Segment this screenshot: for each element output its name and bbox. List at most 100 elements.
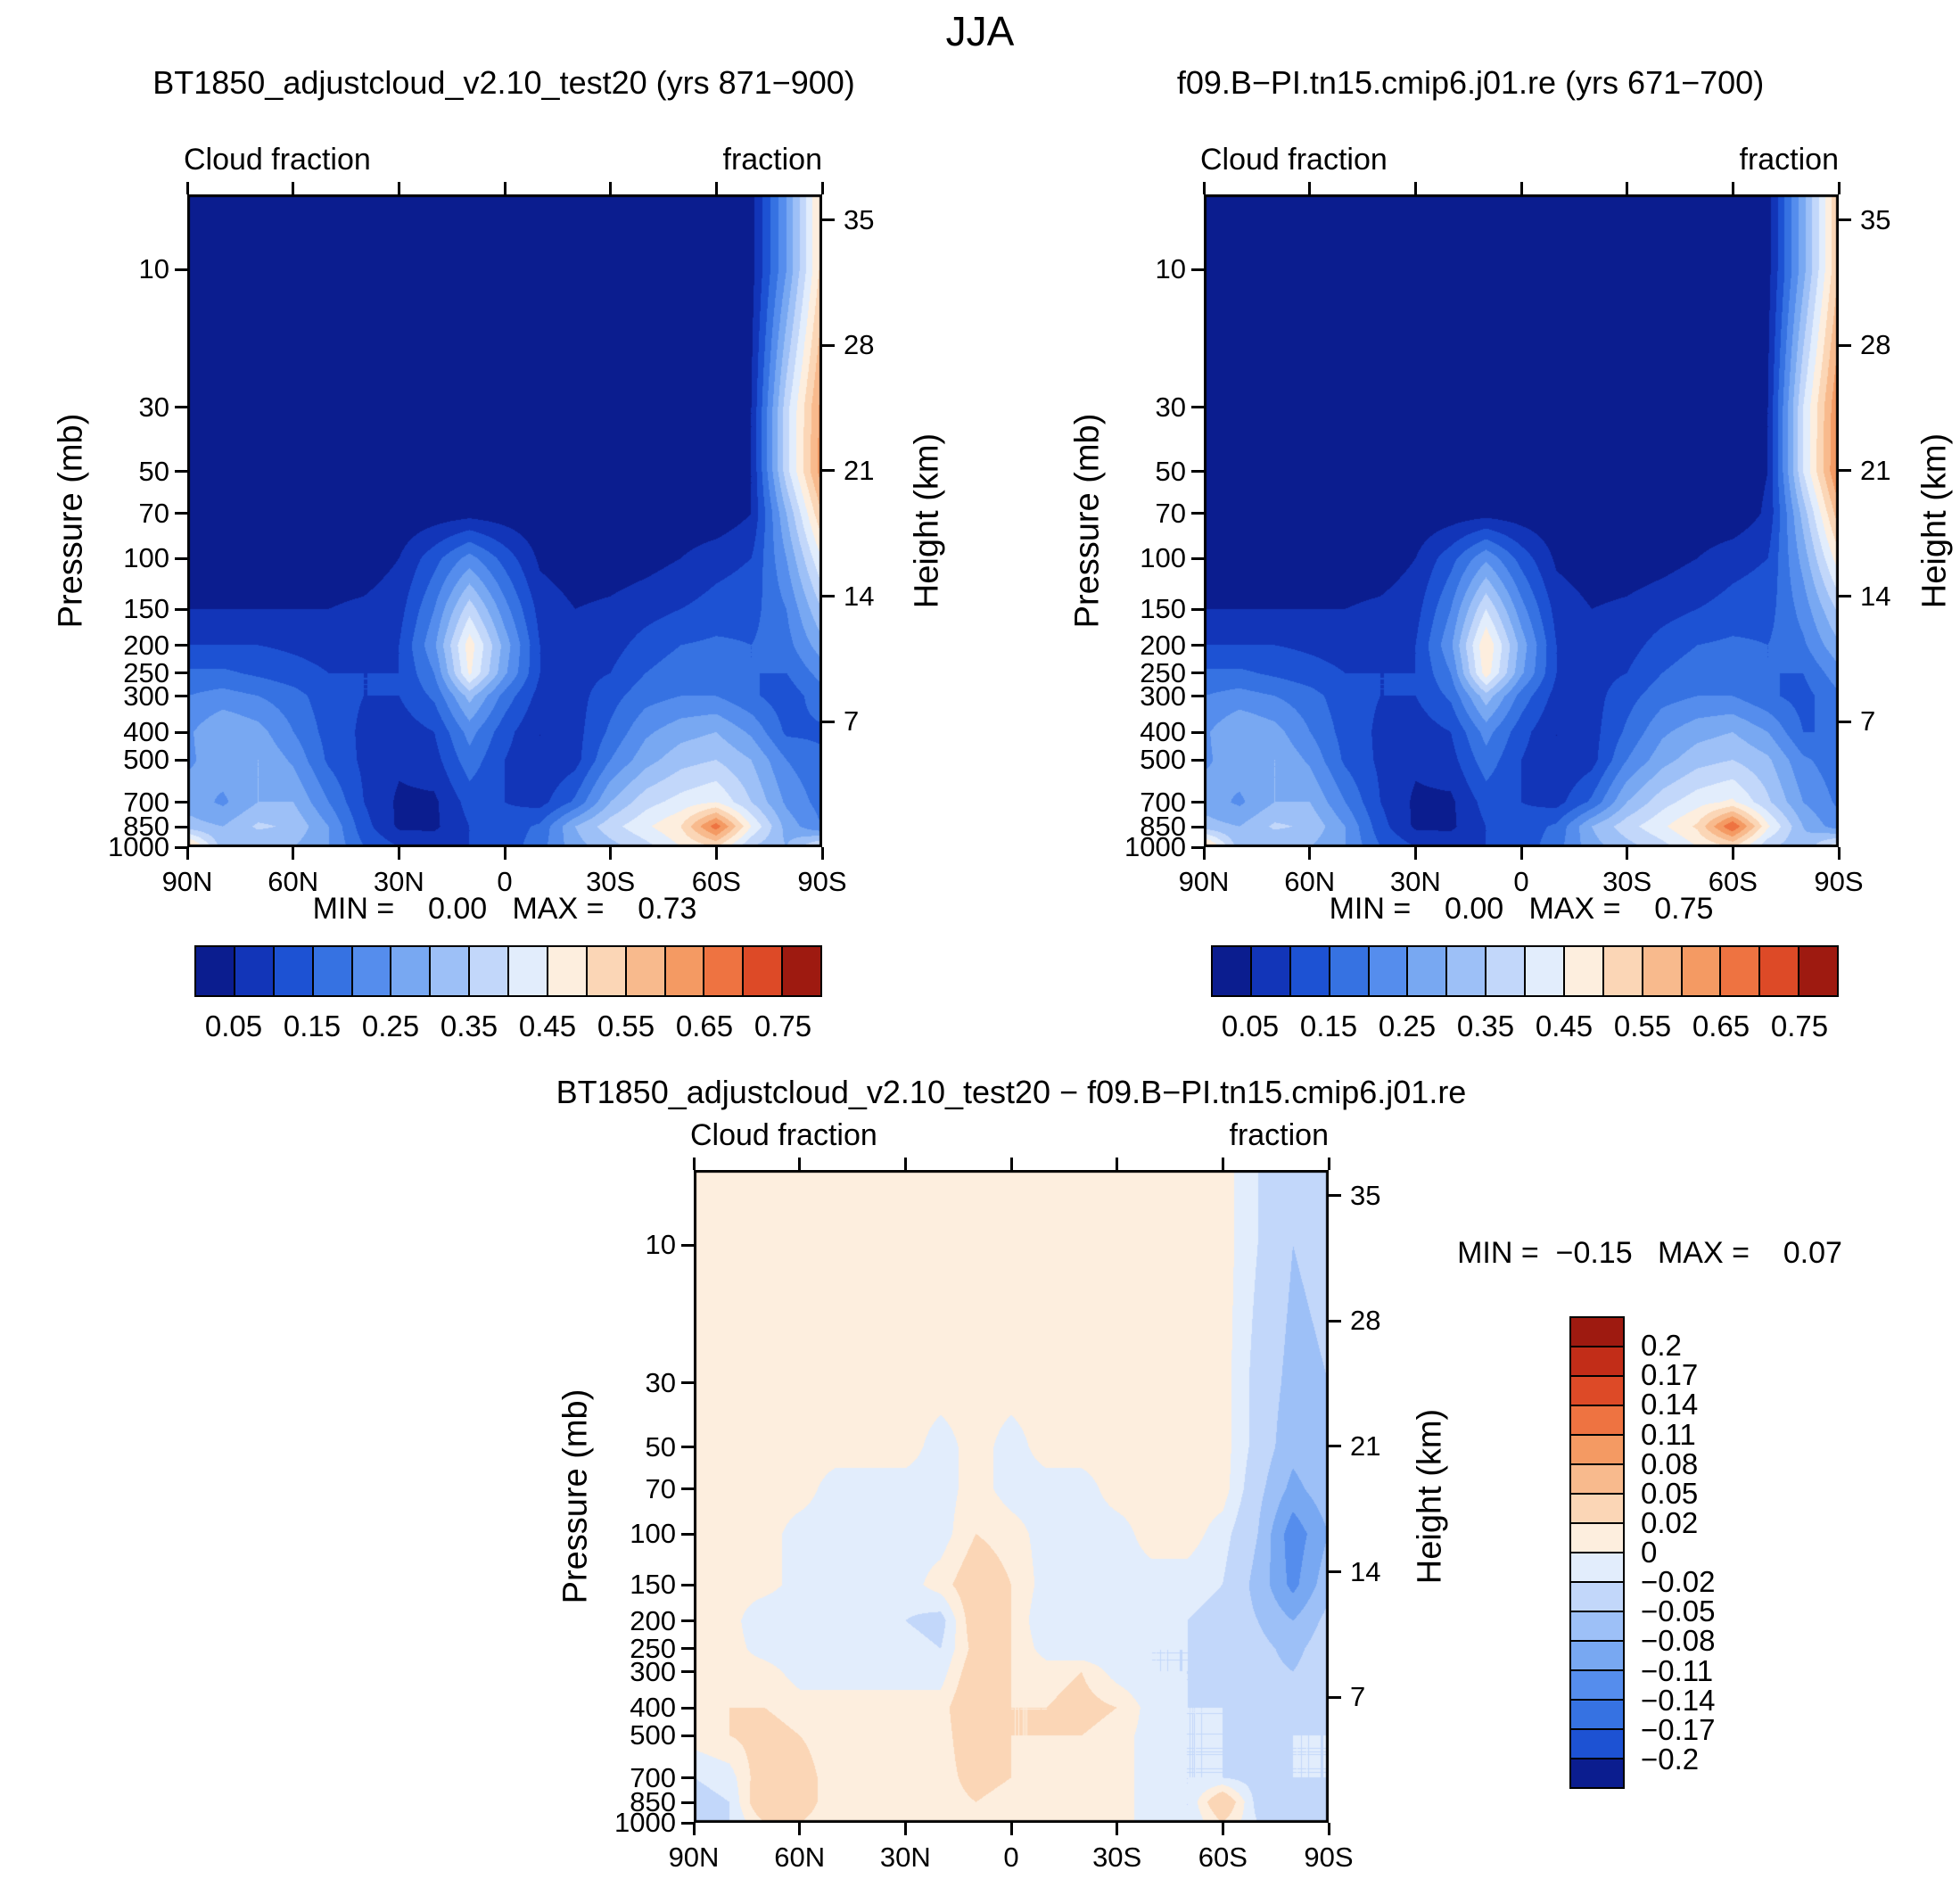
colorbar-cell (470, 947, 509, 995)
pressure-tick (175, 730, 187, 734)
lat-tick (1221, 1823, 1224, 1835)
pressure-tick (175, 268, 187, 271)
height-tick-label: 28 (1860, 329, 1891, 361)
colorbar-cell (391, 947, 432, 995)
colorbar-tick-label: 0.08 (1641, 1446, 1699, 1480)
pressure-tick (681, 1446, 694, 1449)
pressure-tick-label: 70 (645, 1472, 676, 1504)
pressure-tick (681, 1706, 694, 1710)
height-tick (1329, 1445, 1341, 1448)
pressure-tick-label: 850 (123, 811, 169, 843)
colorbar-cell (1571, 1318, 1623, 1347)
colorbar-tick-label: −0.08 (1641, 1624, 1716, 1658)
pressure-tick (1191, 758, 1204, 762)
pressure-tick-label: 500 (1140, 744, 1186, 776)
minmax-difference: MIN = −0.15 MAX = 0.07 (1457, 1236, 1842, 1270)
lat-tick-label: 0 (497, 866, 513, 897)
cloud-fraction-f09-colorbar (1211, 945, 1839, 997)
pressure-tick-label: 500 (630, 1719, 676, 1751)
pressure-tick-label: 250 (123, 656, 169, 688)
pressure-tick (681, 1487, 694, 1491)
lat-tick (903, 1823, 907, 1835)
height-tick-label: 14 (844, 580, 875, 612)
minmax-test20: MIN = 0.00 MAX = 0.73 (312, 892, 697, 926)
cloud-fraction-difference-colorbar (1569, 1316, 1625, 1789)
height-tick (1839, 469, 1851, 473)
height-tick-label: 21 (844, 454, 875, 486)
pressure-tick (1191, 470, 1204, 474)
lat-tick-top (1202, 182, 1206, 194)
lat-tick-label: 60N (268, 866, 319, 897)
pressure-axis-label-b: Pressure (mb) (1068, 413, 1107, 629)
colorbar-tick-label: 0.55 (597, 1009, 655, 1042)
colorbar-cell (1760, 947, 1800, 995)
pressure-tick (681, 1776, 694, 1780)
lat-tick-label: 60S (691, 866, 741, 897)
lat-tick (185, 847, 189, 860)
pressure-tick-label: 1000 (614, 1807, 676, 1838)
lat-tick-top (820, 182, 824, 194)
lat-tick-label: 60N (774, 1842, 826, 1873)
pressure-tick-label: 250 (630, 1632, 676, 1664)
lat-tick-top (609, 182, 613, 194)
pressure-tick-label: 50 (1155, 455, 1186, 487)
colorbar-tick-label: 0.25 (361, 1009, 420, 1042)
pressure-tick (175, 556, 187, 560)
colorbar-tick-label: 0.45 (518, 1009, 577, 1042)
lat-tick-top (185, 182, 189, 194)
lat-tick (397, 847, 400, 860)
lat-tick-top (503, 182, 506, 194)
pressure-tick-label: 70 (138, 497, 169, 529)
height-tick-label: 7 (1860, 705, 1876, 737)
pressure-axis-label-c: Pressure (mb) (556, 1388, 595, 1604)
pressure-tick (1191, 801, 1204, 804)
lat-tick (292, 847, 295, 860)
field-label-left-b: Cloud fraction (1200, 143, 1388, 177)
colorbar-cell (1330, 947, 1370, 995)
colorbar-cell (1408, 947, 1448, 995)
pressure-tick (1191, 607, 1204, 611)
colorbar-tick-label: 0.45 (1535, 1009, 1594, 1042)
pressure-tick-label: 200 (630, 1604, 676, 1636)
colorbar-tick-label: −0.14 (1641, 1683, 1716, 1717)
colorbar-cell (1213, 947, 1252, 995)
pressure-tick-label: 10 (1155, 253, 1186, 285)
cloud-fraction-difference-plot (694, 1170, 1329, 1823)
colorbar-cell (235, 947, 275, 995)
pressure-tick (1191, 845, 1204, 849)
panel-title-test20: BT1850_adjustcloud_v2.10_test20 (yrs 871… (152, 64, 855, 101)
height-tick (1329, 1695, 1341, 1699)
pressure-tick (681, 1532, 694, 1536)
colorbar-cell (1369, 947, 1409, 995)
pressure-tick (175, 406, 187, 409)
field-label-left-a: Cloud fraction (184, 143, 371, 177)
pressure-tick-label: 700 (630, 1761, 676, 1793)
pressure-tick (681, 1381, 694, 1385)
colorbar-cell (1486, 947, 1526, 995)
lat-tick-top (1308, 182, 1312, 194)
colorbar-cell (1571, 1347, 1623, 1377)
pressure-tick (1191, 695, 1204, 698)
pressure-tick (1191, 672, 1204, 675)
lat-tick (1202, 847, 1206, 860)
pressure-tick-label: 100 (123, 542, 169, 574)
lat-tick-top (1116, 1158, 1119, 1170)
height-tick-label: 28 (1350, 1305, 1381, 1337)
pressure-tick-label: 10 (138, 253, 169, 285)
height-tick (1839, 343, 1851, 347)
height-tick (1839, 720, 1851, 723)
pressure-tick (175, 644, 187, 647)
colorbar-cell (1571, 1642, 1623, 1671)
height-tick (1329, 1570, 1341, 1574)
colorbar-cell (1571, 1495, 1623, 1524)
colorbar-tick-label: −0.11 (1641, 1653, 1714, 1687)
colorbar-cell (1571, 1583, 1623, 1612)
height-tick (822, 720, 835, 723)
pressure-tick-label: 200 (123, 629, 169, 661)
colorbar-cell (1564, 947, 1604, 995)
lat-tick (820, 847, 824, 860)
colorbar-cell (1571, 1671, 1623, 1701)
colorbar-cell (1603, 947, 1643, 995)
lat-tick (1116, 1823, 1119, 1835)
